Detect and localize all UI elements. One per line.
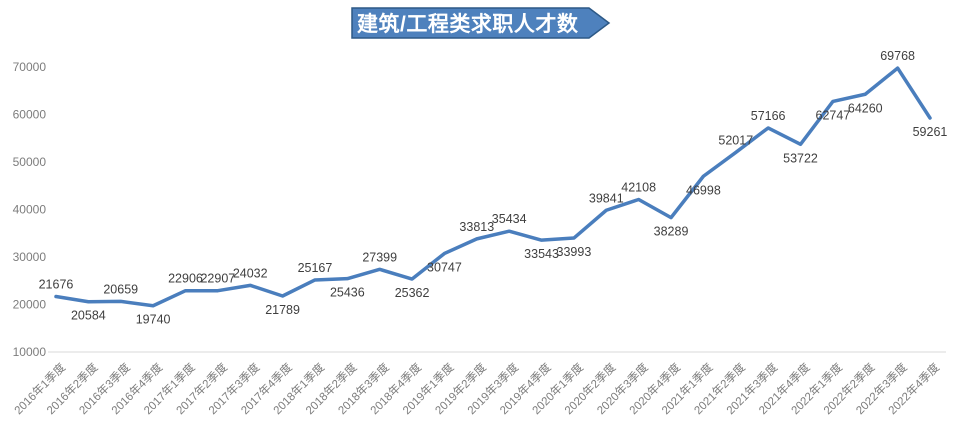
data-label: 22907 [200, 272, 235, 286]
series-line [54, 66, 932, 308]
data-label: 33993 [557, 245, 592, 259]
data-label: 21676 [39, 278, 74, 292]
data-label: 46998 [686, 183, 721, 197]
data-label: 24032 [233, 266, 268, 280]
y-axis-tick-label: 50000 [13, 155, 47, 169]
data-label: 38289 [654, 225, 689, 239]
chart-title: 建筑/工程类求职人才数 [357, 13, 579, 36]
data-label: 52017 [718, 133, 753, 147]
data-label: 27399 [362, 250, 397, 264]
data-label: 39841 [589, 191, 624, 205]
data-label: 35434 [492, 212, 527, 226]
data-label: 64260 [848, 101, 883, 115]
y-axis-tick-label: 20000 [13, 298, 47, 312]
data-label: 20584 [71, 309, 106, 323]
data-label: 62747 [816, 108, 851, 122]
data-label: 33813 [459, 220, 494, 234]
y-axis-tick-label: 70000 [13, 60, 47, 74]
y-axis-tick-label: 10000 [13, 345, 47, 359]
banner-arrow-icon [351, 7, 611, 39]
data-label: 25436 [330, 286, 365, 300]
data-label: 25167 [298, 261, 333, 275]
data-label: 21789 [265, 303, 300, 317]
data-label: 42108 [621, 180, 656, 194]
chart-title-banner: 建筑/工程类求职人才数 [351, 7, 613, 39]
data-label: 25362 [395, 286, 430, 300]
data-label: 53722 [783, 151, 818, 165]
data-label: 30747 [427, 260, 462, 274]
data-label: 22906 [168, 272, 203, 286]
data-label: 33543 [524, 247, 559, 261]
y-axis-tick-label: 40000 [13, 203, 47, 217]
data-label: 20659 [103, 282, 138, 296]
y-axis-tick-label: 30000 [13, 250, 47, 264]
data-label: 69768 [880, 49, 915, 63]
data-label: 59261 [913, 125, 948, 139]
data-label: 19740 [136, 313, 171, 327]
data-label: 57166 [751, 109, 786, 123]
y-axis-tick-label: 60000 [13, 108, 47, 122]
